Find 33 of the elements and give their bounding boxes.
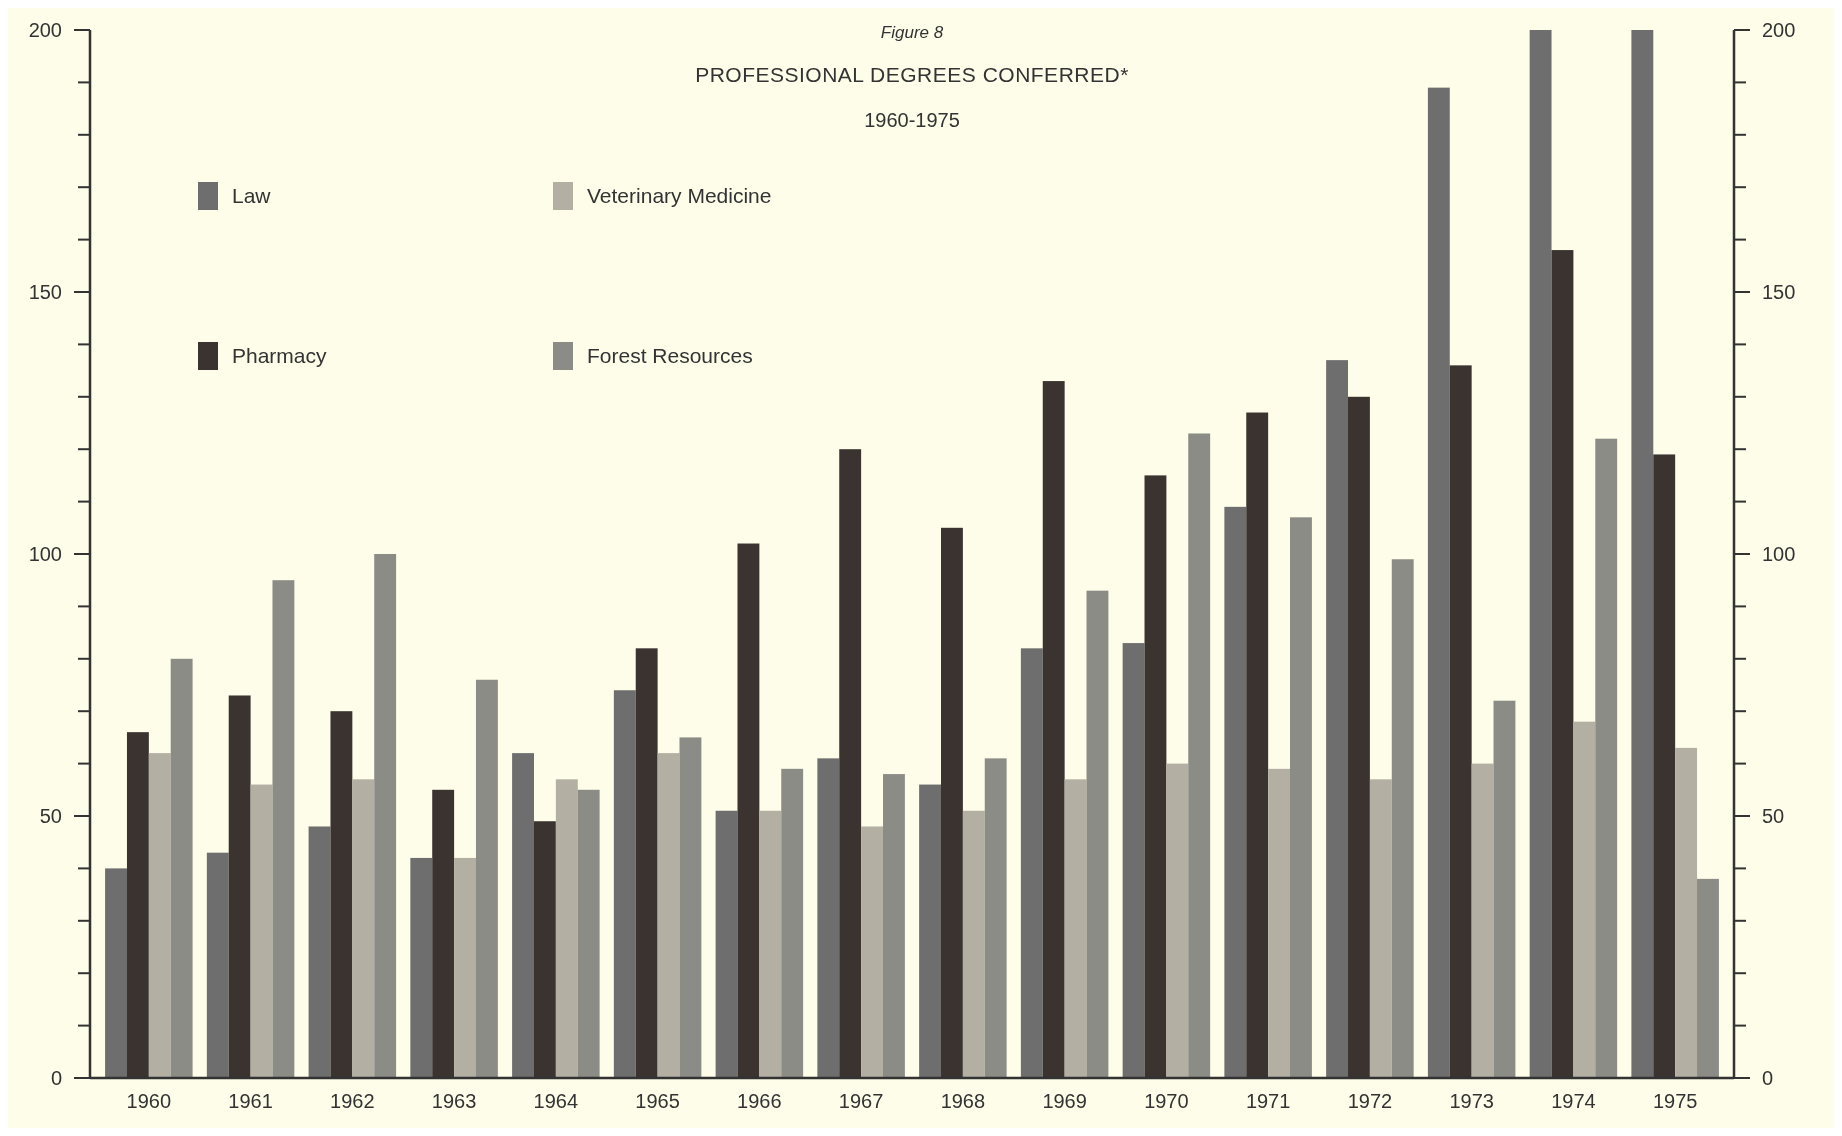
x-tick-label: 1973: [1449, 1090, 1494, 1112]
x-tick-label: 1967: [838, 1090, 884, 1112]
y-tick-label: 100: [28, 543, 62, 565]
x-tick-label: 1974: [1551, 1090, 1596, 1112]
x-tick-label: 1961: [228, 1090, 273, 1112]
x-tick-label: 1972: [1347, 1090, 1393, 1112]
x-tick-label: 1969: [1042, 1090, 1087, 1112]
x-tick-label: 1963: [431, 1090, 477, 1112]
y2-tick-label: 50: [1762, 805, 1785, 827]
y2-tick-label: 100: [1762, 543, 1796, 565]
x-tick-label: 1960: [126, 1090, 172, 1112]
y-tick-label: 150: [28, 281, 62, 303]
y2-tick-label: 200: [1762, 19, 1796, 41]
x-tick-label: 1971: [1245, 1090, 1291, 1112]
x-tick-label: 1966: [737, 1090, 782, 1112]
x-tick-label: 1975: [1652, 1090, 1698, 1112]
y2-tick-label: 150: [1762, 281, 1796, 303]
x-tick-label: 1964: [533, 1090, 579, 1112]
legend-label: Veterinary Medicine: [587, 184, 772, 207]
legend-label: Pharmacy: [232, 344, 328, 367]
x-tick-label: 1965: [635, 1090, 680, 1112]
x-tick-label: 1962: [330, 1090, 375, 1112]
legend-label: Law: [232, 184, 272, 207]
x-tick-label: 1970: [1144, 1090, 1189, 1112]
legend-label: Forest Resources: [587, 344, 753, 367]
annotation: Figure 8: [880, 23, 944, 42]
x-tick-label: 1968: [940, 1090, 986, 1112]
y2-tick-label: 0: [1762, 1067, 1774, 1089]
text: 1960-1975: [864, 109, 960, 131]
y-tick-label: 200: [28, 19, 62, 41]
y-tick-label: 0: [50, 1067, 62, 1089]
y-tick-label: 50: [39, 805, 62, 827]
text: PROFESSIONAL DEGREES CONFERRED*: [695, 63, 1129, 86]
